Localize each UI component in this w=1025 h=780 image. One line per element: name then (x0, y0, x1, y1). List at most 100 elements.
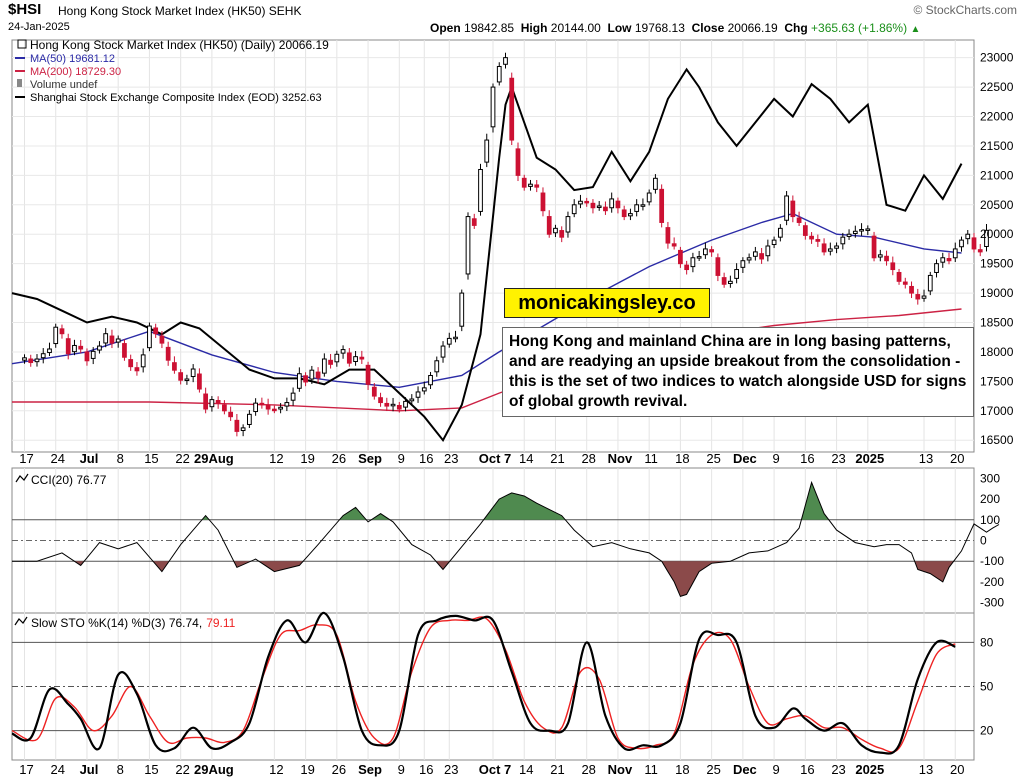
candle-body (303, 375, 308, 383)
candle (584, 197, 590, 207)
legend-shanghai: Shanghai Stock Exchange Composite Index … (30, 92, 322, 104)
price-series (11, 52, 989, 443)
candle (290, 387, 296, 406)
cci-y-tick-label: -300 (980, 596, 1004, 610)
cci-positive-fill (12, 482, 999, 520)
candle-body (484, 139, 490, 163)
candle (728, 275, 733, 288)
candle (234, 414, 240, 437)
candle-legend-icon (17, 39, 27, 49)
candle (259, 397, 265, 409)
candle-body (22, 357, 27, 361)
candle-body (559, 230, 565, 238)
candle (528, 179, 533, 191)
candle (678, 246, 683, 268)
candle-body (490, 86, 496, 128)
candle-body (271, 408, 277, 412)
candle-body (415, 391, 421, 398)
candle (952, 242, 958, 263)
cci-y-tick-label: -200 (980, 575, 1004, 589)
sto-y-tick-label: 20 (980, 724, 994, 738)
x-tick-label: Jul (80, 451, 99, 466)
x-tick-label: 24 (50, 451, 64, 466)
candle (665, 221, 671, 249)
candle-body (59, 328, 65, 335)
x-tick-label: 13 (919, 762, 933, 777)
candle (428, 371, 433, 389)
sto-d-line (11, 616, 956, 753)
candle-body (802, 225, 808, 236)
price-y-tick-label: 21500 (980, 139, 1014, 153)
candle (802, 222, 808, 240)
candle-body (821, 243, 827, 253)
up-triangle-icon: ▲ (910, 24, 921, 35)
price-y-tick-label: 18000 (980, 345, 1014, 359)
x-tick-label: Oct 7 (479, 762, 512, 777)
candle (690, 252, 696, 273)
candle (459, 289, 465, 332)
candle-body (790, 200, 796, 218)
sto-legend: Slow STO %K(14) %D(3) 76.74, 79.11 (14, 616, 236, 630)
candle (752, 246, 758, 261)
x-tick-label: Nov (608, 451, 633, 466)
candle (346, 348, 352, 367)
candle (809, 232, 814, 244)
candle (565, 211, 571, 238)
candle (821, 238, 827, 256)
candle (846, 229, 852, 240)
x-tick-label: 15 (144, 451, 158, 466)
candle-body (540, 192, 546, 212)
candle-body (965, 233, 971, 240)
candle-body (197, 373, 202, 390)
x-tick-label: 2025 (855, 762, 884, 777)
x-tick-label: 23 (831, 451, 845, 466)
chg-value: +365.63 (+1.86%) (811, 21, 908, 35)
sto-legend-icon (14, 616, 28, 626)
price-y-tick-label: 20500 (980, 198, 1014, 212)
high-label: High (520, 21, 548, 35)
candle-body (178, 372, 184, 381)
price-y-tick-label: 19500 (980, 257, 1014, 271)
candle-body (321, 358, 327, 374)
candle-body (340, 349, 346, 354)
candle-body (28, 358, 34, 364)
candle-body (865, 228, 871, 231)
candle-body (653, 177, 658, 190)
x-tick-label: Sep (358, 762, 382, 777)
cci-line (12, 480, 1000, 598)
candle (796, 211, 802, 226)
candle (409, 394, 415, 406)
candle (740, 257, 746, 273)
price-y-tick-label: 19000 (980, 286, 1014, 300)
x-tick-label: 23 (444, 451, 458, 466)
candle-body (603, 206, 608, 212)
x-tick-label: 25 (706, 451, 720, 466)
candle-body (546, 216, 552, 235)
candle (684, 260, 690, 275)
x-tick-label: 16 (419, 451, 433, 466)
candle-body (78, 345, 84, 350)
legend-ma200: MA(200) 18729.30 (30, 66, 121, 78)
chart-date: 24-Jan-2025 (8, 21, 70, 33)
brand-link[interactable]: © StockCharts.com (913, 3, 1017, 17)
x-tick-label: Dec (733, 451, 757, 466)
candle (515, 142, 521, 182)
candle-body (640, 204, 646, 207)
candle (253, 398, 258, 416)
candle (184, 374, 190, 385)
x-tick-label: 22 (175, 762, 189, 777)
price-y-tick-label: 21000 (980, 168, 1014, 182)
candle-body (134, 367, 140, 372)
candle-body (165, 346, 171, 361)
candle (296, 367, 302, 392)
candle-body (34, 358, 40, 363)
x-tick-label: 21 (550, 451, 564, 466)
candle-body (528, 183, 533, 187)
price-y-tick-label: 22000 (980, 110, 1014, 124)
candle-body (671, 243, 677, 247)
candle (134, 362, 140, 376)
candle-body (278, 406, 283, 410)
candle (859, 223, 864, 236)
candle-body (971, 237, 977, 250)
candle (178, 369, 184, 385)
